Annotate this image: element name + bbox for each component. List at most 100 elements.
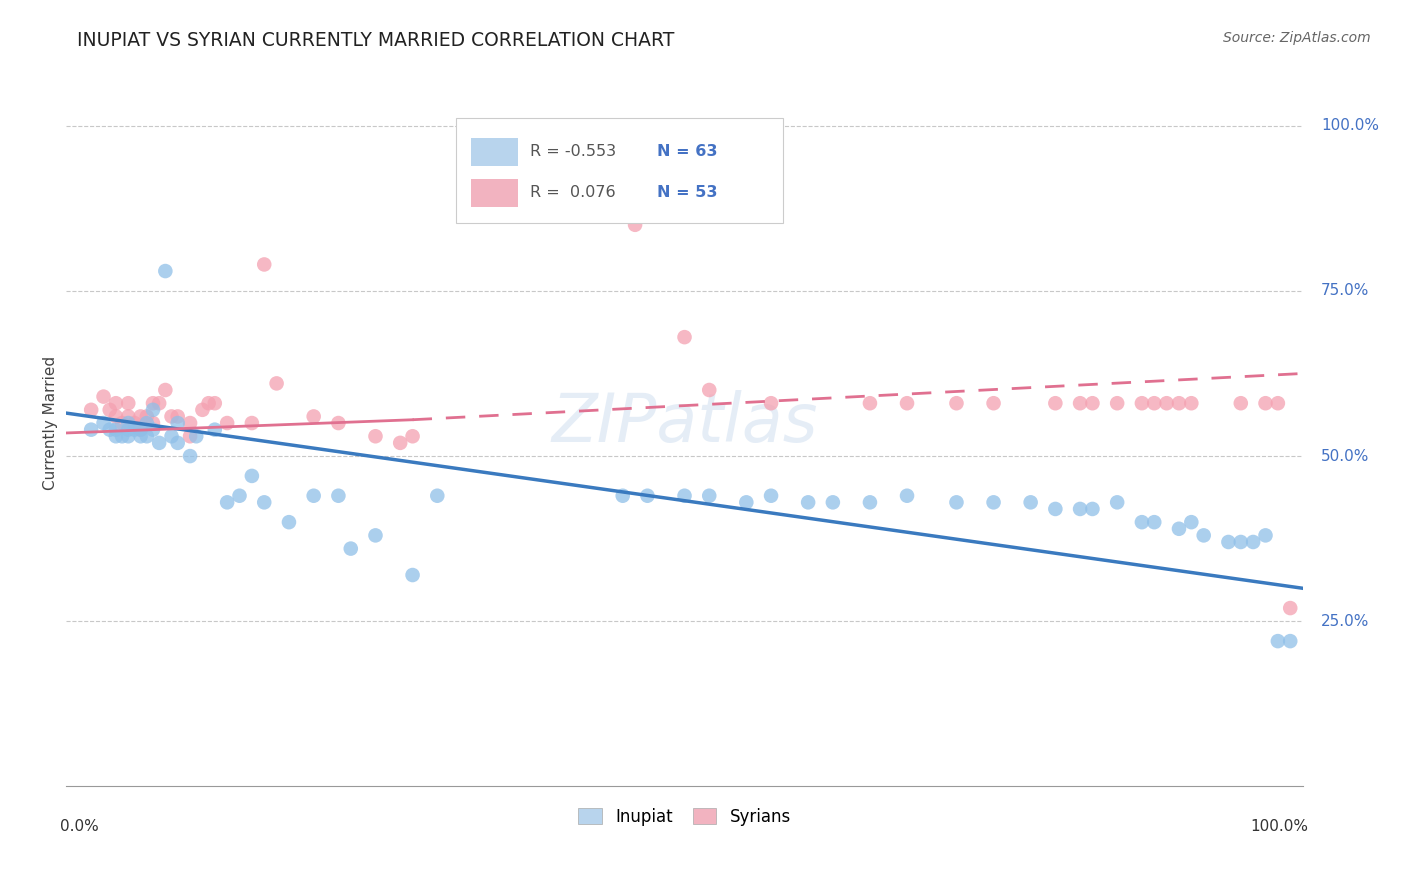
Text: INUPIAT VS SYRIAN CURRENTLY MARRIED CORRELATION CHART: INUPIAT VS SYRIAN CURRENTLY MARRIED CORR… <box>77 31 675 50</box>
Point <box>179 429 201 443</box>
Point <box>983 396 1005 410</box>
Point <box>735 495 758 509</box>
Text: 25.0%: 25.0% <box>1322 614 1369 629</box>
Y-axis label: Currently Married: Currently Married <box>44 356 58 490</box>
Point <box>1279 634 1302 648</box>
Text: 100.0%: 100.0% <box>1251 819 1309 834</box>
Point <box>759 396 782 410</box>
Point <box>129 429 152 443</box>
Point <box>228 489 250 503</box>
Point <box>983 495 1005 509</box>
Point <box>135 416 157 430</box>
Point <box>117 423 139 437</box>
Point <box>117 409 139 424</box>
Point <box>1180 515 1202 529</box>
Point <box>124 423 146 437</box>
Point <box>1192 528 1215 542</box>
Point <box>339 541 361 556</box>
Point <box>204 423 226 437</box>
Point <box>389 435 412 450</box>
Text: 100.0%: 100.0% <box>1322 118 1379 133</box>
Point <box>1267 634 1289 648</box>
Text: N = 63: N = 63 <box>658 145 718 160</box>
Point <box>859 495 882 509</box>
Point <box>1081 502 1104 516</box>
Point <box>155 383 177 397</box>
Point <box>759 489 782 503</box>
Point <box>1168 522 1191 536</box>
Point <box>1045 396 1067 410</box>
Text: ZIPatlas: ZIPatlas <box>551 390 818 456</box>
Point <box>160 429 183 443</box>
Point <box>896 396 918 410</box>
Point <box>104 423 127 437</box>
Point <box>129 409 152 424</box>
Point <box>1107 396 1129 410</box>
Point <box>142 396 165 410</box>
Text: Source: ZipAtlas.com: Source: ZipAtlas.com <box>1223 31 1371 45</box>
Point <box>166 435 188 450</box>
Point <box>1156 396 1178 410</box>
Point <box>117 396 139 410</box>
Point <box>1130 396 1153 410</box>
Point <box>426 489 449 503</box>
Point <box>217 495 239 509</box>
Point <box>1045 502 1067 516</box>
Point <box>80 402 103 417</box>
Point <box>1279 601 1302 615</box>
Point <box>328 416 350 430</box>
Point <box>945 396 967 410</box>
Point <box>1180 396 1202 410</box>
Point <box>104 409 127 424</box>
Point <box>80 423 103 437</box>
Text: R = -0.553: R = -0.553 <box>530 145 616 160</box>
Point <box>166 409 188 424</box>
Point <box>401 568 423 582</box>
FancyBboxPatch shape <box>471 138 517 166</box>
Point <box>1081 396 1104 410</box>
Point <box>1069 396 1091 410</box>
Point <box>697 489 720 503</box>
FancyBboxPatch shape <box>471 179 517 207</box>
Point <box>945 495 967 509</box>
Text: 75.0%: 75.0% <box>1322 284 1369 299</box>
Point <box>93 390 115 404</box>
Point <box>1229 535 1251 549</box>
Point <box>240 416 263 430</box>
Point <box>266 376 288 391</box>
Point <box>129 423 152 437</box>
Point <box>821 495 844 509</box>
Point <box>1267 396 1289 410</box>
Point <box>1143 396 1166 410</box>
Point <box>1241 535 1264 549</box>
Point <box>673 489 696 503</box>
Point <box>148 435 170 450</box>
Point <box>797 495 820 509</box>
Point <box>1218 535 1240 549</box>
Point <box>98 402 121 417</box>
Point <box>302 489 325 503</box>
Point <box>142 402 165 417</box>
Point <box>197 396 219 410</box>
Point <box>124 416 146 430</box>
Point <box>1019 495 1042 509</box>
Point <box>104 429 127 443</box>
Point <box>98 423 121 437</box>
Point <box>142 423 165 437</box>
Point <box>1168 396 1191 410</box>
Point <box>364 528 387 542</box>
Point <box>179 416 201 430</box>
Point <box>111 416 134 430</box>
Point <box>155 264 177 278</box>
Point <box>129 423 152 437</box>
Point <box>1069 502 1091 516</box>
Point <box>104 396 127 410</box>
Point <box>253 257 276 271</box>
Legend: Inupiat, Syrians: Inupiat, Syrians <box>572 801 797 832</box>
Point <box>217 416 239 430</box>
Point <box>160 409 183 424</box>
Point <box>896 489 918 503</box>
Point <box>278 515 301 529</box>
Point <box>1254 528 1277 542</box>
Point <box>401 429 423 443</box>
